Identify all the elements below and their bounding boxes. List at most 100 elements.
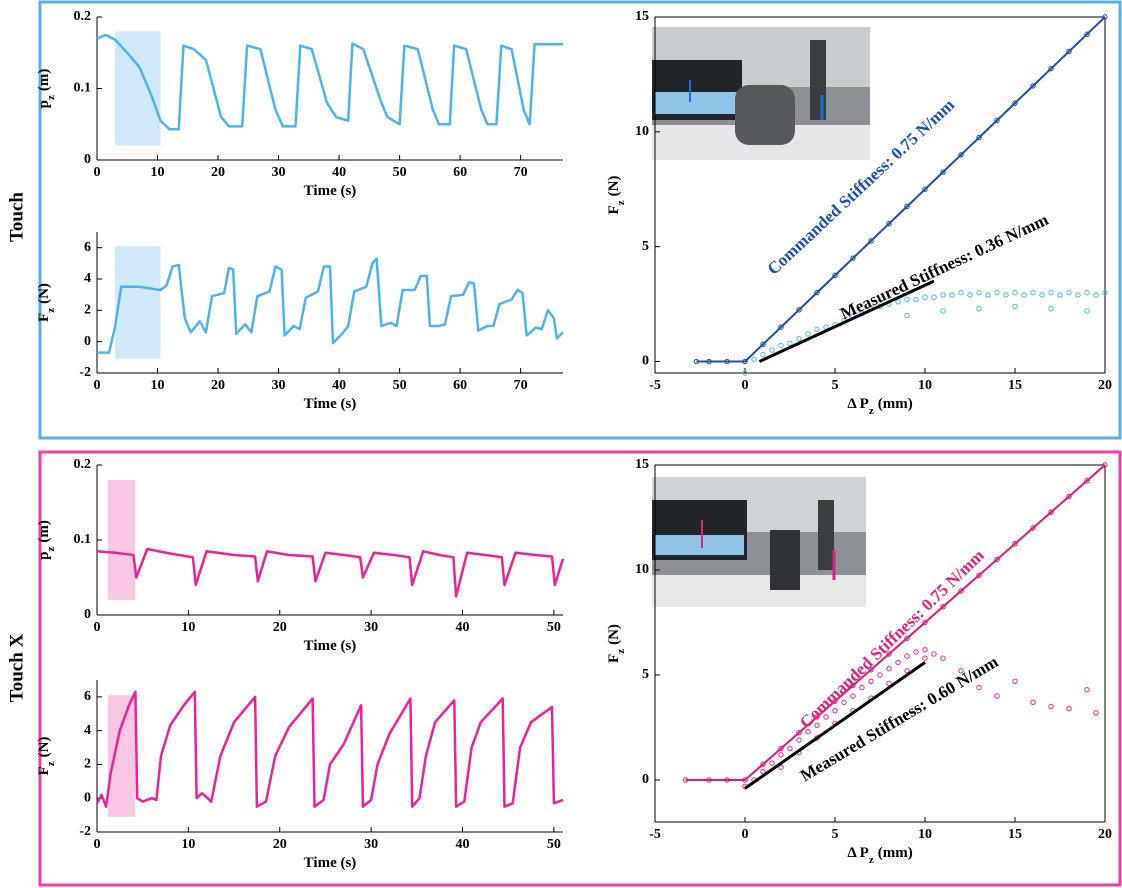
- label-part: Δ P: [847, 396, 869, 412]
- data-point: [1066, 705, 1072, 712]
- data-point: [976, 134, 982, 141]
- data-point: [958, 152, 964, 158]
- data-point: [922, 655, 928, 661]
- data-point: [1012, 100, 1018, 106]
- x-tick-label: 15: [1008, 827, 1022, 842]
- data-point: [814, 714, 820, 720]
- data-point: [994, 693, 1000, 699]
- data-point: [940, 169, 946, 175]
- data-point: [958, 668, 964, 674]
- data-point: [832, 698, 838, 704]
- x-tick-label: 0: [94, 165, 101, 180]
- data-point: [1102, 462, 1108, 468]
- y-axis-label: Fz (N): [606, 176, 626, 215]
- data-point: [850, 693, 856, 699]
- y-tick-label: 15: [635, 9, 649, 24]
- data-point: [1039, 292, 1045, 298]
- data-point: [1030, 289, 1036, 296]
- x-tick-label: 0: [94, 837, 101, 852]
- x-tick-label: 40: [332, 165, 346, 180]
- label-part: z: [615, 200, 627, 205]
- data-point: [967, 292, 973, 298]
- data-point: [1084, 31, 1090, 37]
- x-tick-label: 0: [742, 827, 749, 842]
- data-point: [913, 296, 919, 303]
- x-axis-label: Δ Pz (mm): [847, 396, 912, 416]
- x-tick-label: 10: [151, 378, 165, 393]
- data-point: [976, 305, 982, 312]
- inset-photo: [652, 27, 870, 160]
- data-point: [895, 659, 901, 666]
- y-tick-label: -2: [79, 824, 91, 839]
- x-tick-label: 30: [364, 620, 378, 635]
- y-axis-label: Fz (N): [36, 283, 56, 322]
- data-point: [1093, 710, 1099, 716]
- data-point: [1021, 292, 1027, 298]
- label-part: F: [36, 313, 52, 322]
- data-point: [823, 714, 829, 720]
- x-tick-label: 10: [151, 165, 165, 180]
- label-part: p: [36, 552, 52, 560]
- data-point: [1084, 478, 1090, 484]
- data-point: [868, 667, 874, 673]
- data-point: [850, 682, 856, 689]
- data-point: [913, 649, 919, 655]
- data-point: [859, 684, 865, 691]
- data-point: [1048, 289, 1054, 296]
- label-part: (mm): [878, 396, 913, 412]
- x-tick-label: 50: [393, 378, 407, 393]
- label-part: F: [36, 766, 52, 775]
- data-point: [1066, 493, 1072, 500]
- row-label: Touch: [6, 192, 27, 242]
- x-tick-label: 50: [547, 837, 561, 852]
- label-part: (N): [36, 737, 52, 758]
- data-point: [931, 294, 937, 300]
- label-part: z: [869, 405, 874, 417]
- data-line: [96, 33, 563, 131]
- data-point: [1075, 292, 1081, 298]
- annotation: Measured Stiffness: 0.36 N/mm: [837, 210, 1051, 323]
- y-tick-label: 0.1: [74, 532, 92, 547]
- label-part: F: [606, 205, 622, 214]
- data-point: [706, 777, 712, 783]
- data-point: [682, 777, 689, 783]
- data-point: [742, 777, 748, 783]
- data-point: [1030, 525, 1036, 531]
- x-tick-label: 0: [94, 378, 101, 393]
- data-point: [940, 308, 946, 314]
- x-tick-label: 0: [94, 620, 101, 635]
- x-tick-label: 5: [832, 827, 839, 842]
- data-point: [832, 708, 838, 714]
- data-point: [904, 635, 910, 641]
- data-point: [778, 342, 784, 349]
- label-part: p: [36, 100, 52, 108]
- data-point: [904, 203, 910, 210]
- data-point: [778, 745, 784, 752]
- data-point: [976, 289, 982, 296]
- x-tick-label: 20: [1098, 827, 1112, 842]
- data-point: [760, 768, 766, 775]
- data-point: [805, 331, 811, 337]
- label-part: z: [45, 308, 57, 313]
- data-point: [778, 324, 784, 330]
- data-point: [787, 745, 793, 752]
- y-tick-label: 0: [84, 334, 91, 349]
- data-point: [922, 294, 928, 300]
- x-tick-label: 40: [455, 837, 469, 852]
- data-point: [778, 752, 784, 758]
- data-point: [877, 672, 883, 678]
- data-point: [769, 347, 775, 353]
- commanded-line: [696, 16, 1106, 363]
- data-point: [1048, 65, 1054, 72]
- x-axis-label: Time (s): [304, 183, 357, 199]
- data-point: [949, 292, 955, 298]
- data-point: [994, 289, 1000, 296]
- x-tick-label: 30: [364, 837, 378, 852]
- data-point: [814, 289, 820, 296]
- x-tick-label: 50: [393, 165, 407, 180]
- data-point: [958, 289, 964, 296]
- y-tick-label: 4: [84, 723, 91, 738]
- y-tick-label: 4: [84, 271, 91, 286]
- y-axis-label: Fz (N): [36, 737, 56, 776]
- y-tick-label: 0: [642, 772, 649, 787]
